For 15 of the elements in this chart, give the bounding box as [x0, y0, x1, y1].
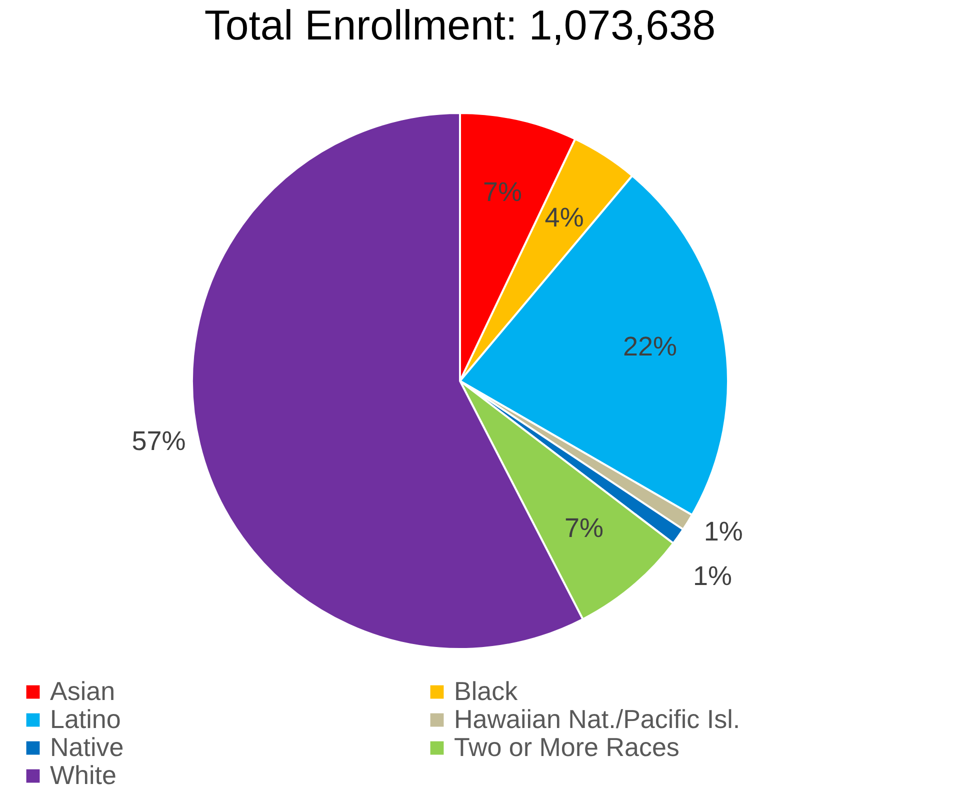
data-label: 22%	[623, 331, 678, 362]
legend-label: Latino	[50, 704, 121, 734]
data-label: 57%	[132, 426, 186, 456]
legend-label: Hawaiian Nat./Pacific Isl.	[454, 704, 740, 734]
data-label: 7%	[482, 176, 522, 207]
legend-label: Black	[454, 676, 519, 706]
legend-label: Two or More Races	[454, 732, 680, 762]
chart-title: Total Enrollment: 1,073,638	[204, 2, 716, 49]
legend-label: Native	[50, 732, 124, 762]
data-label: 1%	[704, 516, 743, 546]
data-label: 1%	[693, 560, 732, 591]
legend-label: Asian	[50, 676, 116, 706]
legend-label: White	[50, 760, 116, 790]
data-label: 7%	[564, 512, 604, 543]
data-label: 4%	[544, 202, 584, 233]
